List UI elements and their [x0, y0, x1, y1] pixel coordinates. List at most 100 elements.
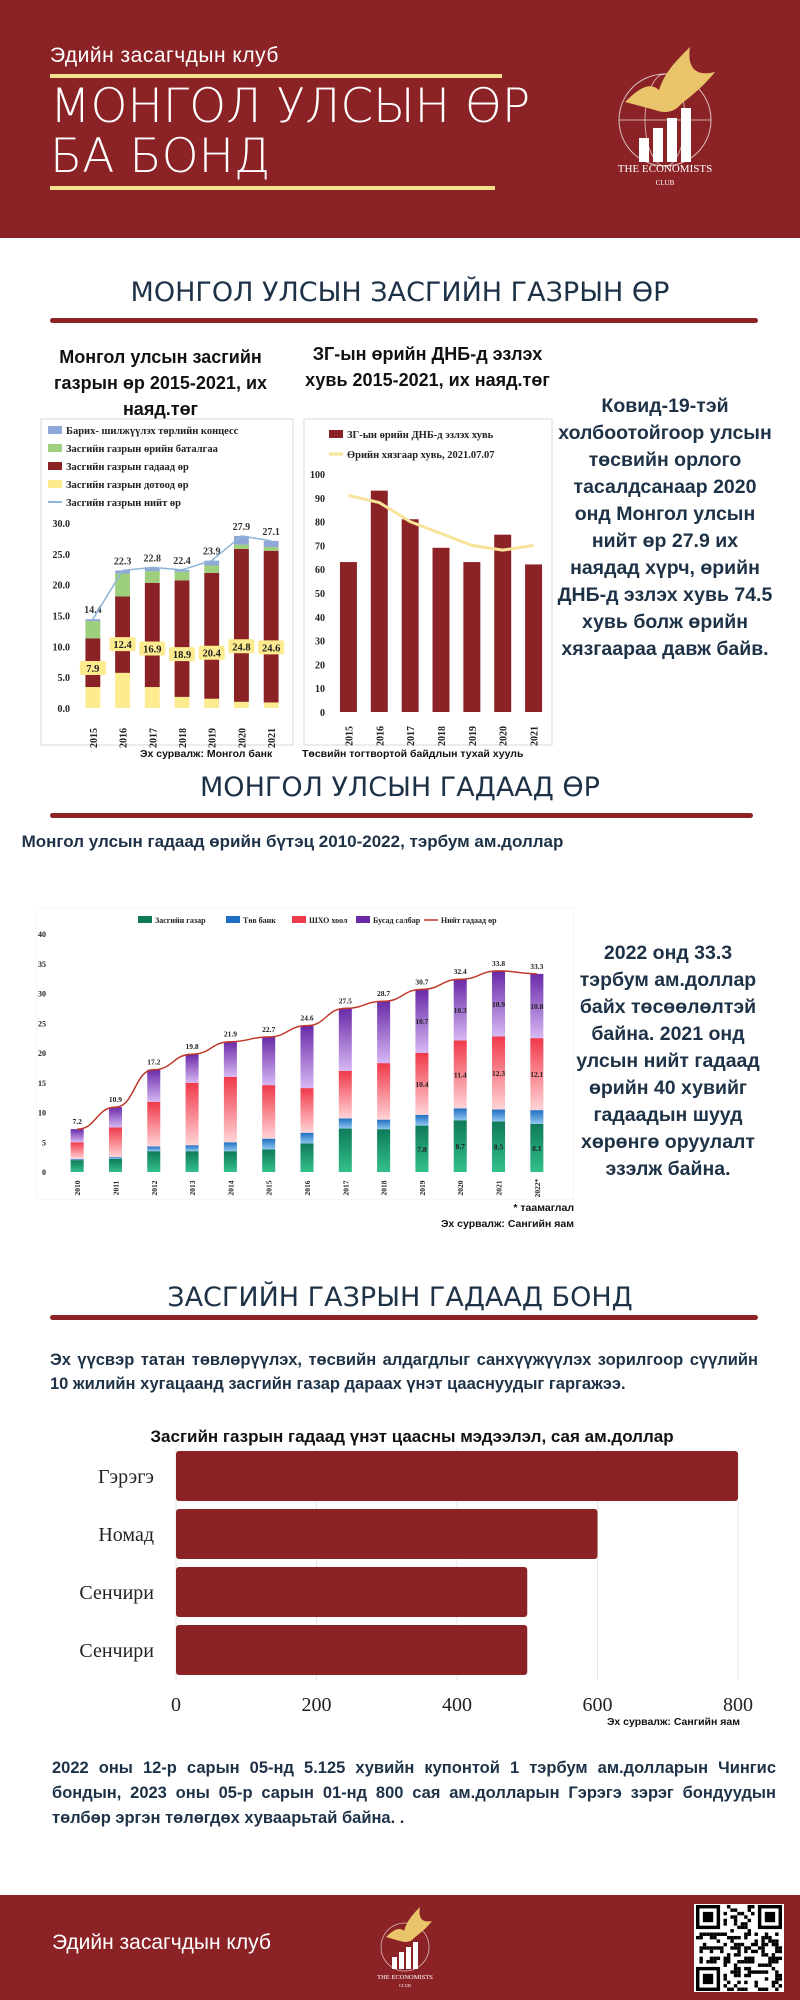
chart2-ytick: 70 [315, 541, 325, 552]
qr-module [778, 1956, 782, 1961]
chart3-bar-segment [70, 1129, 84, 1143]
qr-module [775, 1932, 779, 1936]
qr-module [699, 1946, 703, 1950]
chart3-bar-segment [377, 1119, 391, 1130]
chart2-legend-swatch [329, 430, 343, 438]
chart1-total-line [92, 535, 272, 620]
chart3-bar-segment [108, 1107, 122, 1128]
chart3-xtick: 2022* [533, 1178, 542, 1197]
qr-module [716, 1956, 721, 1961]
qr-module [702, 1946, 707, 1950]
qr-module [702, 1932, 707, 1936]
qr-module [726, 1987, 731, 1991]
qr-module [730, 1970, 734, 1974]
chart1-bar-segment [115, 672, 130, 708]
chart1-legend-swatch [48, 462, 62, 470]
bond-intro-paragraph: Эх үүсвэр татан төвлөрүүлэх, төсвийн алд… [50, 1351, 758, 1393]
section3-rule [50, 1315, 758, 1320]
qr-module [761, 1953, 765, 1957]
qr-module [771, 1939, 776, 1943]
chart3-bar-segment [147, 1069, 161, 1102]
chart3-bar-segment [530, 973, 544, 1039]
qr-module [761, 1935, 765, 1940]
qr-module [754, 1980, 758, 1985]
chart3-xtick: 2016 [303, 1180, 312, 1195]
chart3-ytick: 15 [38, 1079, 46, 1088]
chart1-bar-segment [174, 580, 190, 697]
chart3-bar-segment [377, 1129, 391, 1172]
chart3-ytick: 5 [42, 1138, 46, 1147]
chart3-bar-segment [415, 989, 429, 1053]
chart3-legend-swatch [138, 916, 152, 923]
qr-module [751, 1942, 755, 1947]
chart2-ytick: 0 [320, 708, 325, 719]
chart3-bar-segment [453, 1040, 467, 1109]
qr-module [757, 1987, 762, 1991]
chart3-legend-label: ШХО хоол [309, 916, 348, 925]
chart3-segment-label: 8.5 [494, 1143, 504, 1152]
chart3-bar-segment [338, 1070, 352, 1119]
chart1-bar-segment [85, 619, 101, 622]
qr-module [747, 1970, 752, 1974]
chart3-segment-label: 10.7 [415, 1017, 428, 1026]
chart3-bar-segment [300, 1025, 314, 1089]
qr-module [713, 1935, 717, 1940]
qr-module [716, 1939, 721, 1943]
qr-module [733, 1946, 738, 1950]
qr-module [761, 1942, 765, 1947]
qr-module [737, 1980, 741, 1985]
qr-module [733, 1963, 738, 1967]
chart1-total-label: 22.4 [173, 556, 191, 567]
qr-module [737, 1966, 741, 1971]
chart3-total-label: 33.3 [530, 962, 543, 971]
logo-text-line2: CLUB [656, 179, 675, 187]
chart1-total-label: 27.9 [233, 522, 251, 533]
qr-module [733, 1935, 738, 1940]
chart3-bar-segment [70, 1142, 84, 1159]
chart2-bar [463, 562, 481, 712]
chart1-xtick: 2019 [208, 728, 219, 748]
chart4-category-label: Номад [98, 1524, 154, 1546]
chart3-xtick: 2015 [265, 1180, 274, 1195]
chart1-data-label: 24.8 [232, 642, 250, 653]
qr-finder [702, 1973, 714, 1985]
chart1-legend-label: Засгийн газрын нийт өр [66, 498, 181, 509]
chart1-total-label: 27.1 [262, 527, 280, 538]
chart3-legend-swatch [356, 916, 370, 923]
chart3-segment-label: 10.3 [454, 1006, 467, 1015]
qr-module [730, 1939, 734, 1943]
chart1-data-label: 24.6 [262, 643, 280, 654]
qr-module [775, 1956, 779, 1961]
qr-module [737, 1953, 741, 1957]
chart3-xtick: 2017 [341, 1180, 350, 1195]
chart1-bar-segment [144, 582, 160, 688]
chart1-xtick: 2016 [119, 728, 130, 748]
section3-title: ЗАСГИЙН ГАЗРЫН ГАДААД БОНД [167, 1282, 633, 1313]
chart3-segment-label: 8.1 [532, 1144, 542, 1153]
chart4-xtick: 200 [302, 1694, 332, 1716]
chart1-ytick: 20.0 [53, 581, 71, 592]
qr-module [744, 1932, 748, 1936]
chart1-data-label-bg [109, 637, 136, 652]
qr-module [778, 1977, 782, 1981]
chart1-legend-swatch [48, 480, 62, 488]
chart1-ytick: 0.0 [58, 704, 71, 715]
qr-module [723, 1911, 727, 1916]
qr-module [761, 1949, 765, 1954]
qr-module [744, 1973, 748, 1978]
chart2-bar [401, 519, 419, 712]
chart1-data-label-bg [198, 645, 225, 660]
chart4-xtick: 400 [442, 1694, 472, 1716]
chart2-xtick: 2018 [437, 726, 448, 746]
chart2-ytick: 50 [315, 589, 325, 600]
footer-logo: THE ECONOMISTS CLUB [372, 1905, 438, 1991]
qr-module [723, 1960, 727, 1964]
chart3-bar-segment [530, 1123, 544, 1172]
qr-module [744, 1946, 748, 1950]
qr-code[interactable] [694, 1904, 784, 1992]
chart1-legend-swatch [48, 426, 62, 434]
qr-module [740, 1960, 745, 1964]
chart4-category-label: Гэрэгэ [98, 1466, 154, 1488]
qr-module [744, 1987, 748, 1991]
bond-closing-paragraph: 2022 оны 12-р сарын 05-нд 5.125 хувийн к… [52, 1759, 776, 1827]
